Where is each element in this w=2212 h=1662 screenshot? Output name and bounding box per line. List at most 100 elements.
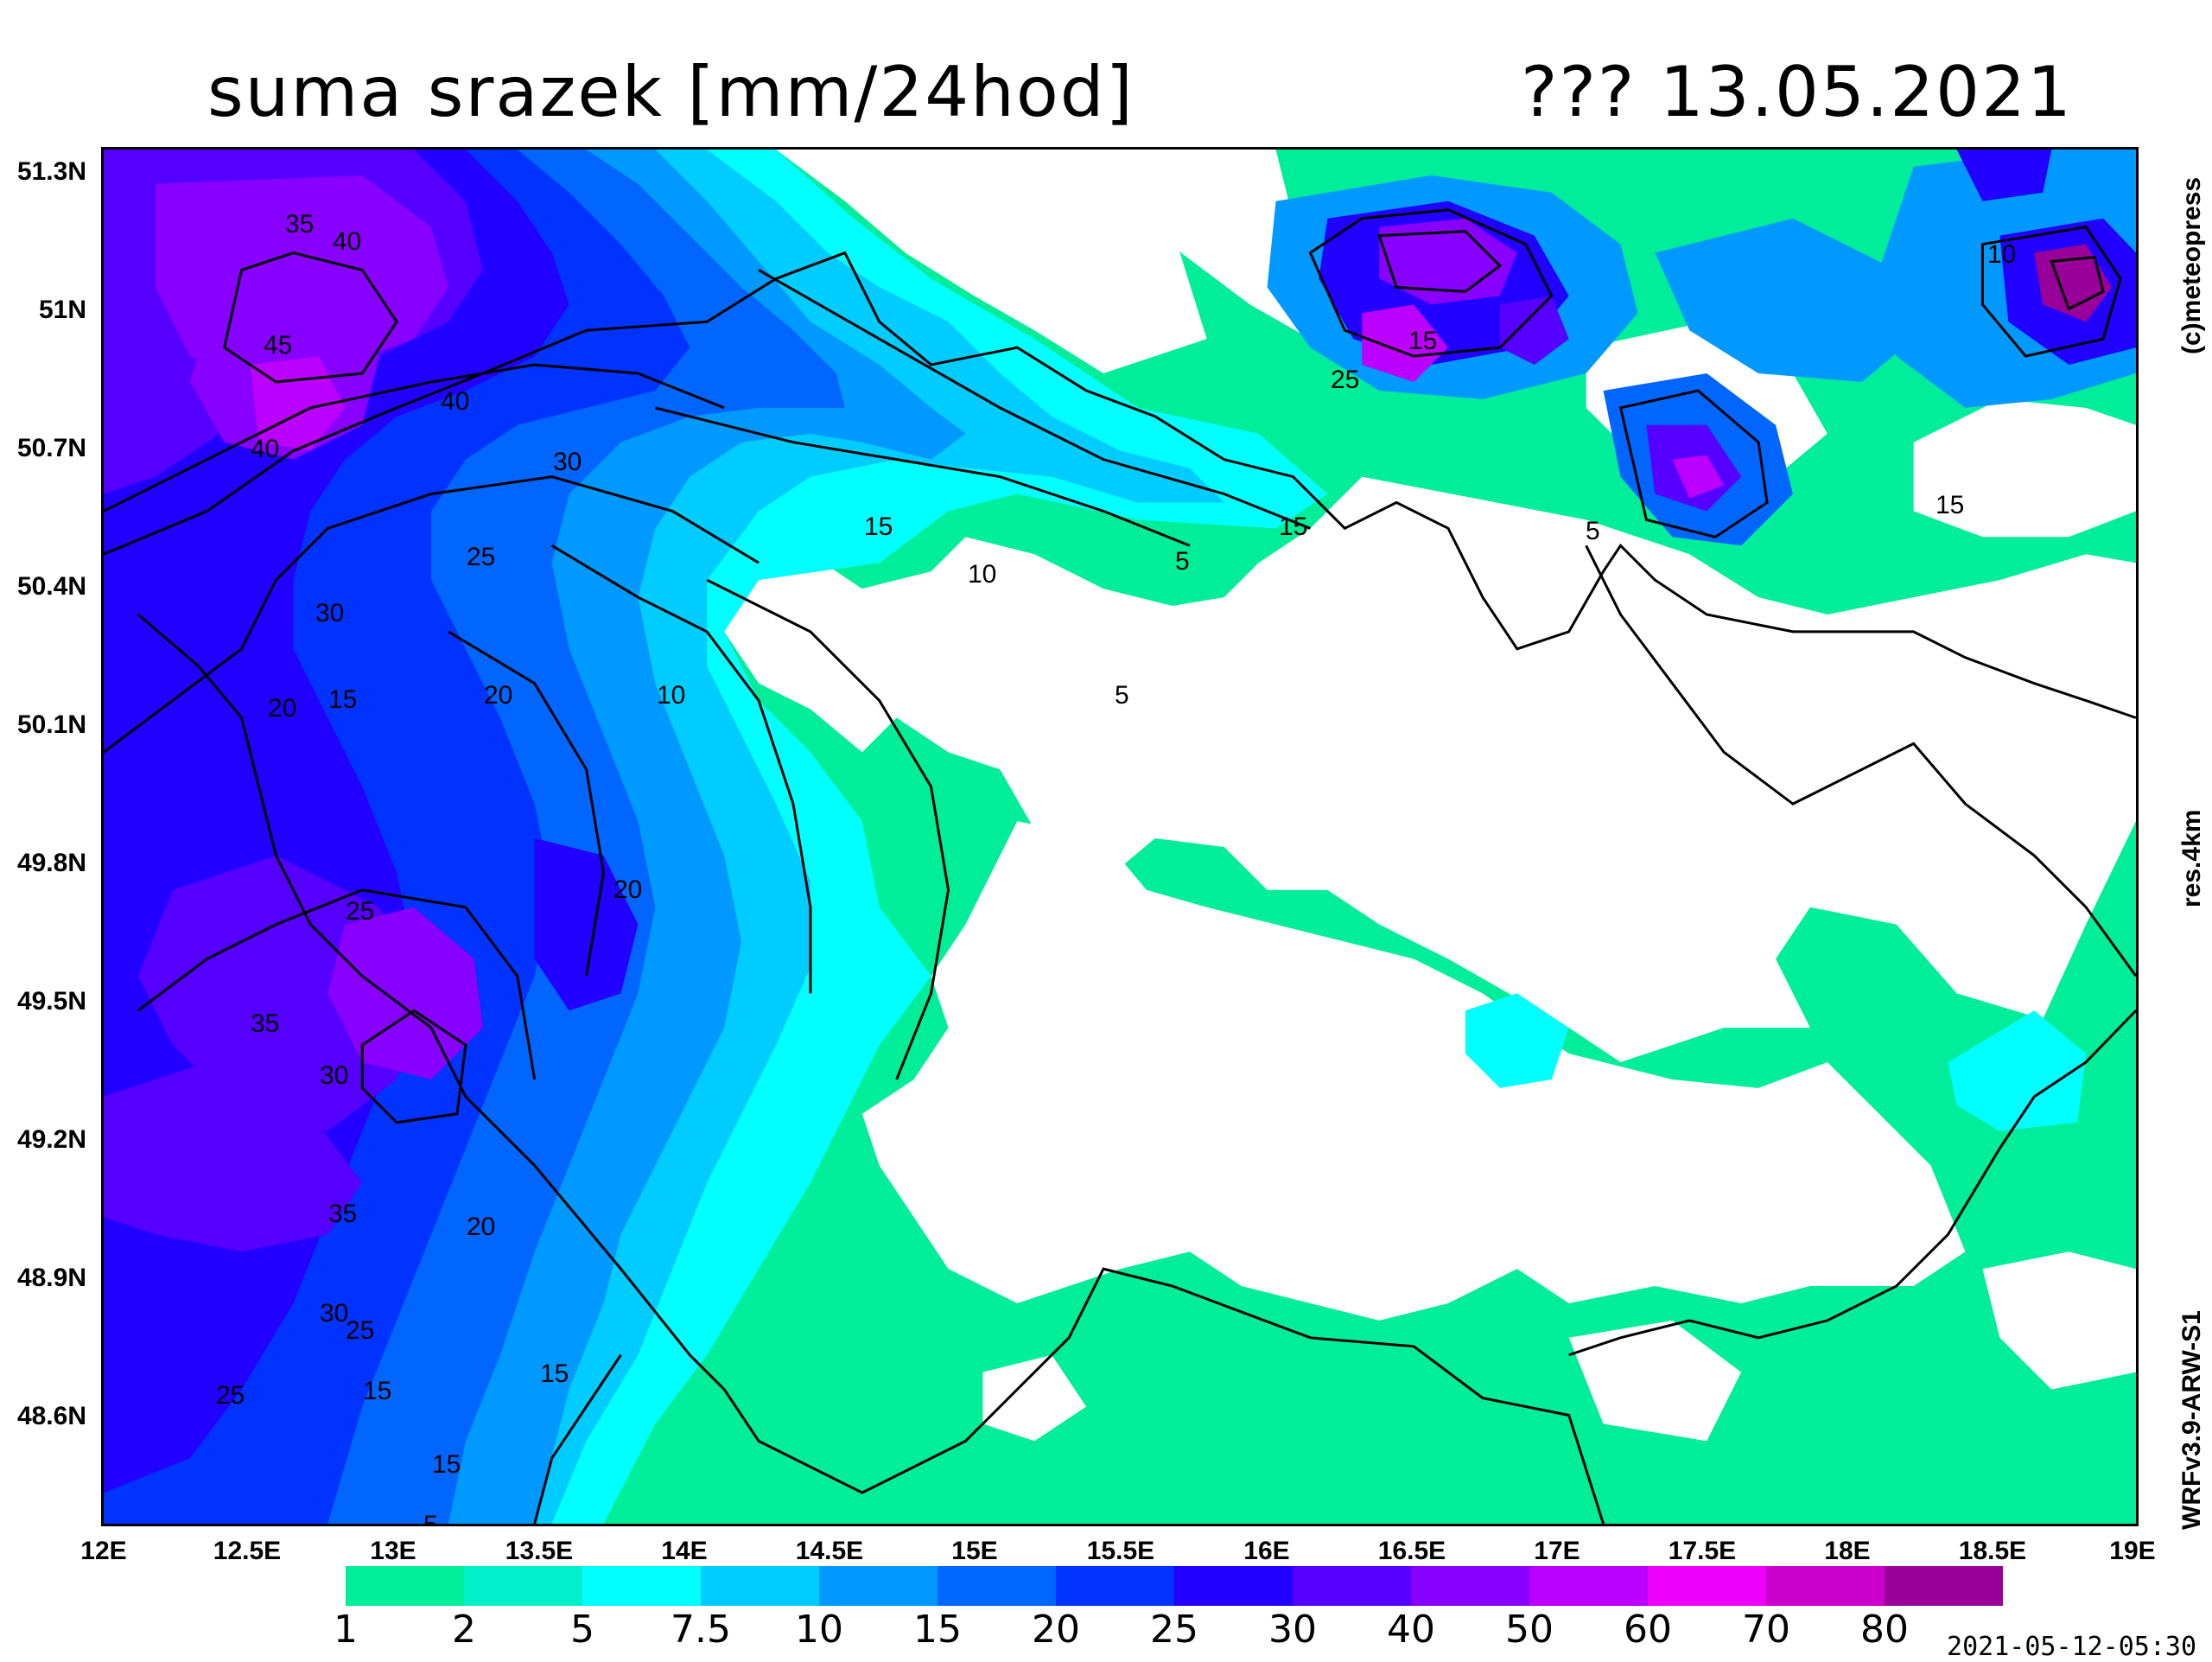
contour-value-label: 20 [613, 876, 643, 904]
contour-value-label: 10 [968, 560, 997, 589]
legend-label: 25 [1150, 1608, 1198, 1652]
lat-tick: 50.4N [16, 572, 86, 601]
lon-tick: 17.5E [1668, 1537, 1737, 1565]
contour-value-label: 25 [467, 543, 496, 571]
legend-swatch [1293, 1566, 1411, 1606]
lon-tick: 18E [1824, 1537, 1871, 1565]
legend-label: 70 [1742, 1608, 1790, 1652]
contour-value-label: 15 [432, 1450, 461, 1479]
contour-value-label: 40 [251, 435, 280, 463]
contour-value-label: 25 [346, 1316, 375, 1345]
lon-tick: 16E [1243, 1537, 1290, 1565]
legend-label: 80 [1860, 1608, 1909, 1652]
legend-label: 15 [913, 1608, 962, 1652]
run-timestamp: 2021-05-12-05:30 [1947, 1632, 2196, 1662]
contour-value-label: 5 [1586, 517, 1600, 545]
lon-tick: 16.5E [1377, 1537, 1446, 1565]
legend-label: 1 [334, 1608, 358, 1652]
copyright-label: (c)meteopress [2177, 176, 2206, 354]
map-title: suma srazek [mm/24hod] [207, 52, 1135, 132]
contour-value-label: 40 [333, 227, 362, 256]
contour-value-label: 5 [1115, 681, 1129, 710]
legend-label: 50 [1505, 1608, 1554, 1652]
contour-value-label: 35 [285, 210, 315, 239]
legend-label: 10 [795, 1608, 843, 1652]
contour-value-label: 35 [251, 1009, 280, 1038]
legend-label: 2 [452, 1608, 476, 1652]
legend-label: 7.5 [671, 1608, 731, 1652]
legend-swatch [464, 1566, 582, 1606]
lat-tick: 48.6N [16, 1402, 86, 1430]
lat-tick: 49.8N [16, 849, 86, 877]
contour-value-label: 30 [553, 448, 582, 476]
contour-value-label: 5 [423, 1511, 438, 1526]
legend-label: 30 [1268, 1608, 1317, 1652]
resolution-label: res.4km [2177, 809, 2206, 907]
lon-tick: 12E [80, 1537, 127, 1565]
country-borders [104, 251, 2136, 1524]
lon-tick: 13.5E [505, 1537, 574, 1565]
legend-label: 40 [1387, 1608, 1435, 1652]
heavy-rain-northeast [1267, 150, 2136, 546]
contour-value-label: 30 [320, 1299, 349, 1328]
contour-value-label: 30 [320, 1061, 349, 1090]
legend-swatch [1056, 1566, 1174, 1606]
lat-tick: 50.7N [16, 434, 86, 462]
contour-value-label: 10 [1987, 240, 2017, 269]
lon-tick: 13E [370, 1537, 416, 1565]
lon-tick: 14.5E [795, 1537, 864, 1565]
contour-value-label: 15 [1936, 491, 1965, 519]
lon-tick: 15E [951, 1537, 998, 1565]
legend-swatch [819, 1566, 938, 1606]
contour-value-label: 15 [1408, 327, 1438, 355]
legend-swatch [582, 1566, 701, 1606]
contour-value-label: 35 [328, 1200, 358, 1228]
lon-tick: 18.5E [1958, 1537, 2027, 1565]
legend-swatch [1411, 1566, 1529, 1606]
lon-tick: 19E [2109, 1537, 2156, 1565]
legend-swatch [1766, 1566, 1885, 1606]
contour-value-label: 15 [864, 513, 893, 541]
color-legend [346, 1566, 2003, 1606]
lon-tick: 17E [1534, 1537, 1580, 1565]
legend-swatch [938, 1566, 1056, 1606]
contour-value-label: 5 [1175, 547, 1190, 576]
contour-value-label: 40 [441, 387, 470, 416]
contour-value-label: 30 [315, 599, 345, 627]
contour-value-label: 25 [216, 1381, 245, 1410]
precipitation-field [104, 150, 2136, 1524]
legend-swatch [1885, 1566, 2003, 1606]
map-date: ??? 13.05.2021 [1521, 52, 2073, 132]
contour-value-label: 10 [657, 681, 686, 710]
lat-tick: 51.3N [16, 157, 86, 186]
legend-swatch [1529, 1566, 1648, 1606]
legend-swatch [1174, 1566, 1293, 1606]
legend-swatch [701, 1566, 819, 1606]
legend-label: 5 [570, 1608, 594, 1652]
contour-value-label: 20 [268, 694, 297, 723]
contour-value-label: 15 [363, 1377, 392, 1405]
precipitation-map: 35 40 45 40 40 30 25 30 20 15 20 15 10 5 15 10 5 25 15 10 15… [101, 147, 2139, 1526]
lat-tick: 51N [38, 296, 86, 324]
contour-value-label: 25 [1331, 366, 1360, 394]
legend-label: 60 [1624, 1608, 1672, 1652]
lon-tick: 12.5E [213, 1537, 282, 1565]
lat-tick: 48.9N [16, 1264, 86, 1292]
contour-value-label: 45 [264, 331, 293, 360]
contour-value-label: 20 [484, 681, 513, 710]
contour-value-label: 15 [328, 685, 358, 714]
contour-value-label: 15 [1279, 513, 1308, 541]
lat-tick: 50.1N [16, 710, 86, 739]
lat-tick: 49.5N [16, 987, 86, 1016]
contour-value-label: 25 [346, 897, 375, 926]
contour-value-label: 15 [540, 1360, 569, 1388]
lat-tick: 49.2N [16, 1125, 86, 1154]
lon-tick: 14E [661, 1537, 708, 1565]
contour-lines [104, 208, 2122, 1124]
heavy-rain-west [104, 150, 966, 1524]
legend-label: 20 [1032, 1608, 1080, 1652]
legend-swatch [346, 1566, 464, 1606]
model-label: WRFv3.9-ARW-S1 [2177, 1310, 2206, 1530]
legend-swatch [1648, 1566, 1766, 1606]
contour-value-label: 20 [467, 1213, 496, 1241]
